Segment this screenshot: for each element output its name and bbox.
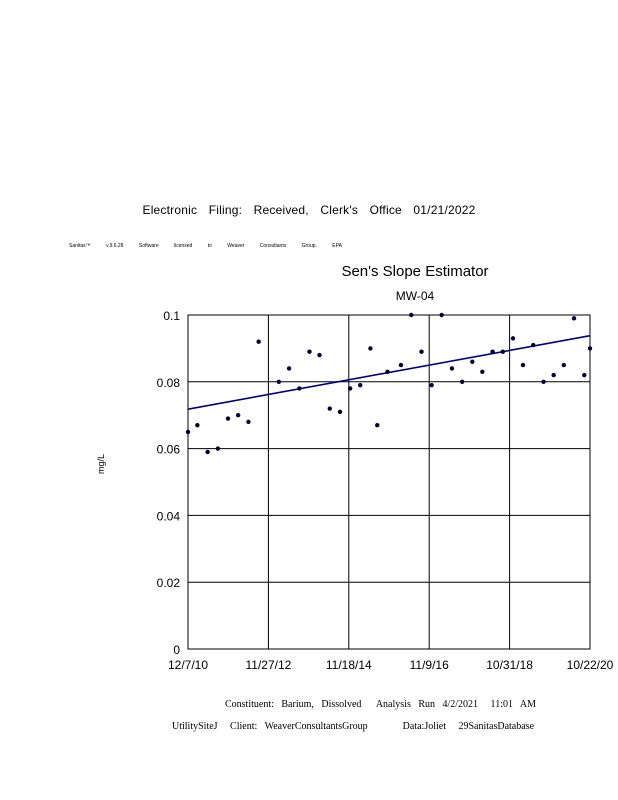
filing-notice: Electronic Filing: Received, Clerk's Off…	[142, 203, 476, 217]
y-tick-label: 0.08	[157, 376, 181, 390]
y-tick-label: 0.04	[157, 509, 181, 523]
data-point	[368, 346, 373, 351]
data-point	[419, 349, 424, 354]
data-point	[347, 386, 353, 391]
data-point	[480, 369, 485, 374]
data-point	[470, 359, 475, 364]
data-point	[500, 349, 506, 354]
data-point	[429, 382, 434, 388]
data-point	[520, 362, 526, 368]
data-point	[205, 449, 210, 455]
data-point	[561, 362, 567, 368]
data-point	[541, 379, 546, 384]
x-tick-label: 10/31/18	[486, 658, 533, 672]
data-point	[409, 312, 414, 318]
data-points	[185, 312, 593, 455]
data-point	[337, 409, 343, 415]
y-tick-label: 0	[173, 643, 180, 657]
data-point	[459, 379, 465, 384]
y-tick-label: 0.02	[157, 576, 181, 590]
chart-title: Sen's Slope Estimator	[341, 263, 489, 280]
data-point	[357, 382, 363, 388]
data-point	[215, 446, 221, 451]
data-point	[582, 372, 587, 378]
data-point	[571, 316, 577, 321]
data-point	[276, 379, 282, 384]
x-tick-label: 11/27/12	[245, 658, 291, 672]
data-point	[297, 386, 302, 391]
data-point	[551, 372, 556, 378]
plot-frame	[187, 314, 591, 650]
data-point	[531, 342, 536, 348]
chart-subtitle: MW-04	[395, 289, 435, 303]
data-point	[375, 423, 380, 428]
data-point	[286, 366, 292, 371]
data-point	[490, 349, 495, 354]
grid-lines	[187, 314, 591, 650]
data-point	[385, 369, 390, 374]
data-point	[256, 339, 261, 344]
data-point	[587, 346, 593, 351]
data-point	[195, 423, 200, 428]
y-tick-label: 0.1	[163, 309, 180, 323]
data-point	[225, 416, 231, 421]
x-tick-label: 11/18/14	[326, 658, 372, 672]
data-point	[439, 312, 444, 318]
x-tick-label: 10/22/20	[567, 658, 614, 672]
axis-ticks: 0 0.02 0.04 0.06 0.08 0.1 12/7/10 11/27/12 11/18…	[157, 309, 614, 672]
y-tick-label: 0.06	[157, 443, 181, 457]
data-point	[510, 336, 516, 341]
footer-client: UtilitySiteJ Client: WeaverConsultantsGr…	[172, 721, 535, 732]
data-point	[327, 406, 332, 411]
data-point	[398, 362, 404, 368]
license-text: Sanitas™ v.9.6.28 Software licensed to W…	[69, 243, 342, 249]
footer-constituent: Constituent: Barium, Dissolved Analysis …	[225, 699, 537, 710]
data-point	[317, 352, 322, 358]
data-point	[449, 366, 455, 371]
x-tick-label: 11/9/16	[410, 658, 449, 672]
data-point	[185, 429, 191, 435]
data-point	[246, 419, 251, 425]
data-point	[307, 349, 312, 354]
x-tick-label: 12/7/10	[168, 658, 208, 672]
data-point	[235, 413, 241, 418]
